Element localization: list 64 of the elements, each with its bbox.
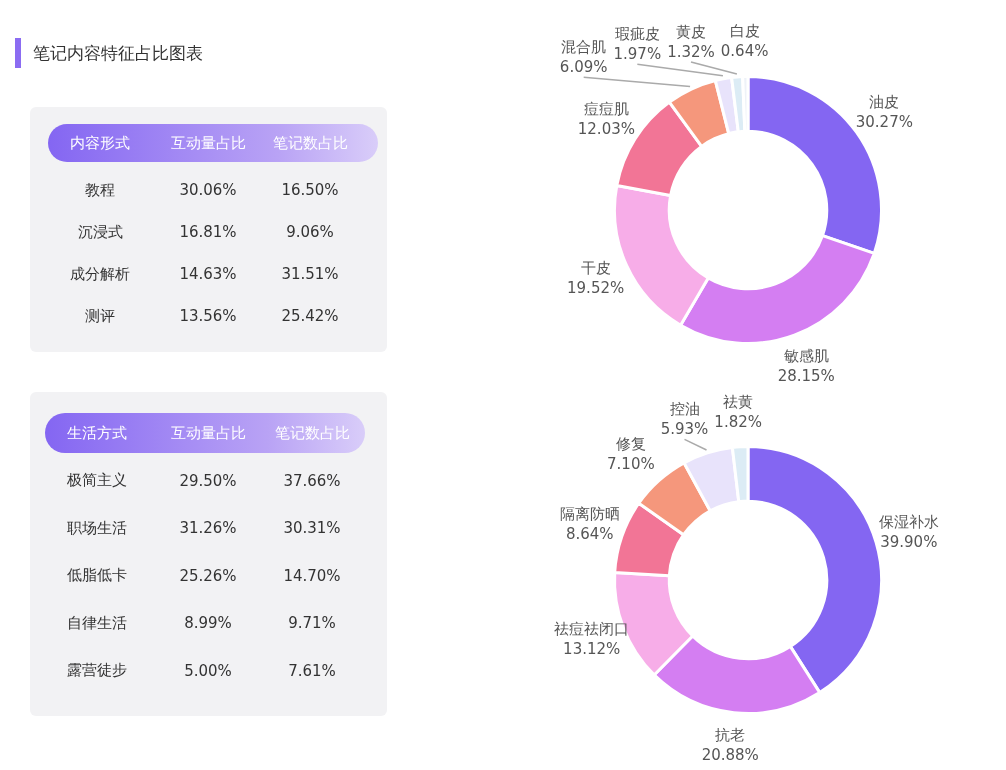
data-label: 19.52% bbox=[567, 279, 625, 298]
text: 笔记数占比 bbox=[273, 423, 351, 443]
data-label: 20.88% bbox=[701, 746, 759, 765]
data-label: 25.42% bbox=[280, 307, 340, 325]
slice-label: 祛痘祛闭口 bbox=[554, 620, 630, 639]
slice-label: 敏感肌 bbox=[783, 346, 829, 365]
data-label: 28.15% bbox=[777, 366, 835, 385]
data-label: 31.26% bbox=[178, 519, 238, 538]
data-label: 8.99% bbox=[183, 614, 233, 633]
category-label: 教程 bbox=[84, 180, 116, 200]
category-label: 低脂低卡 bbox=[66, 566, 128, 586]
category-label: 露营徒步 bbox=[66, 661, 128, 681]
series-label: 互动量占比 bbox=[169, 423, 247, 443]
slice-label: 抗老 bbox=[715, 726, 746, 745]
data-label: 16.50% bbox=[280, 181, 340, 199]
category-label: 沉浸式 bbox=[76, 222, 124, 242]
data-label: 14.63% bbox=[178, 265, 238, 283]
text: 生活方式 bbox=[66, 423, 128, 443]
slice-label: 控油 bbox=[669, 400, 700, 419]
data-label: 5.00% bbox=[183, 661, 233, 680]
slice-label: 隔离防晒 bbox=[559, 504, 620, 523]
category-label: 测评 bbox=[84, 306, 116, 326]
data-label: 16.81% bbox=[178, 223, 238, 241]
text: 笔记数占比 bbox=[271, 133, 349, 153]
series-label: 互动量占比 bbox=[169, 133, 247, 153]
slice-label: 混合肌 bbox=[561, 38, 607, 57]
text: 笔记内容特征占比图表 bbox=[15, 38, 203, 68]
slice-label: 白皮 bbox=[729, 22, 760, 41]
data-label: 7.61% bbox=[287, 661, 337, 680]
data-label: 25.26% bbox=[178, 566, 238, 585]
text: 内容形式 bbox=[69, 133, 131, 153]
data-label: 1.97% bbox=[613, 45, 662, 64]
slice-label: 油皮 bbox=[869, 92, 900, 111]
data-label: 37.66% bbox=[282, 471, 342, 490]
data-label: 29.50% bbox=[178, 471, 238, 490]
category-label: 职场生活 bbox=[66, 518, 128, 538]
data-label: 39.90% bbox=[880, 533, 938, 551]
slice-label: 保湿补水 bbox=[878, 513, 939, 531]
data-label: 14.70% bbox=[282, 566, 342, 585]
data-label: 9.71% bbox=[287, 614, 337, 633]
category-label: 自律生活 bbox=[66, 613, 128, 633]
slice-label: 黄皮 bbox=[675, 22, 706, 41]
data-label: 30.06% bbox=[178, 181, 238, 199]
data-label: 31.51% bbox=[280, 265, 340, 283]
category-label: 极简主义 bbox=[66, 471, 128, 491]
data-label: 13.12% bbox=[563, 640, 621, 659]
data-label: 30.27% bbox=[855, 112, 913, 131]
data-label: 5.93% bbox=[660, 420, 709, 439]
data-label: 30.31% bbox=[282, 519, 342, 538]
slice-label: 祛黄 bbox=[723, 392, 754, 411]
slice-label: 痘痘肌 bbox=[583, 100, 629, 119]
data-label: 12.03% bbox=[577, 120, 635, 139]
slice-label: 瑕疵皮 bbox=[614, 25, 660, 44]
slice-label: 干皮 bbox=[580, 259, 611, 278]
data-label: 0.64% bbox=[720, 42, 769, 61]
data-label: 8.64% bbox=[565, 524, 614, 543]
data-label: 6.09% bbox=[559, 58, 608, 77]
category-label: 成分解析 bbox=[69, 264, 131, 284]
slice-label: 修复 bbox=[615, 434, 646, 453]
data-label: 13.56% bbox=[178, 307, 238, 325]
data-label: 9.06% bbox=[285, 223, 335, 241]
data-label: 1.82% bbox=[714, 412, 762, 431]
data-label: 1.32% bbox=[667, 42, 715, 61]
data-label: 7.10% bbox=[607, 454, 655, 473]
